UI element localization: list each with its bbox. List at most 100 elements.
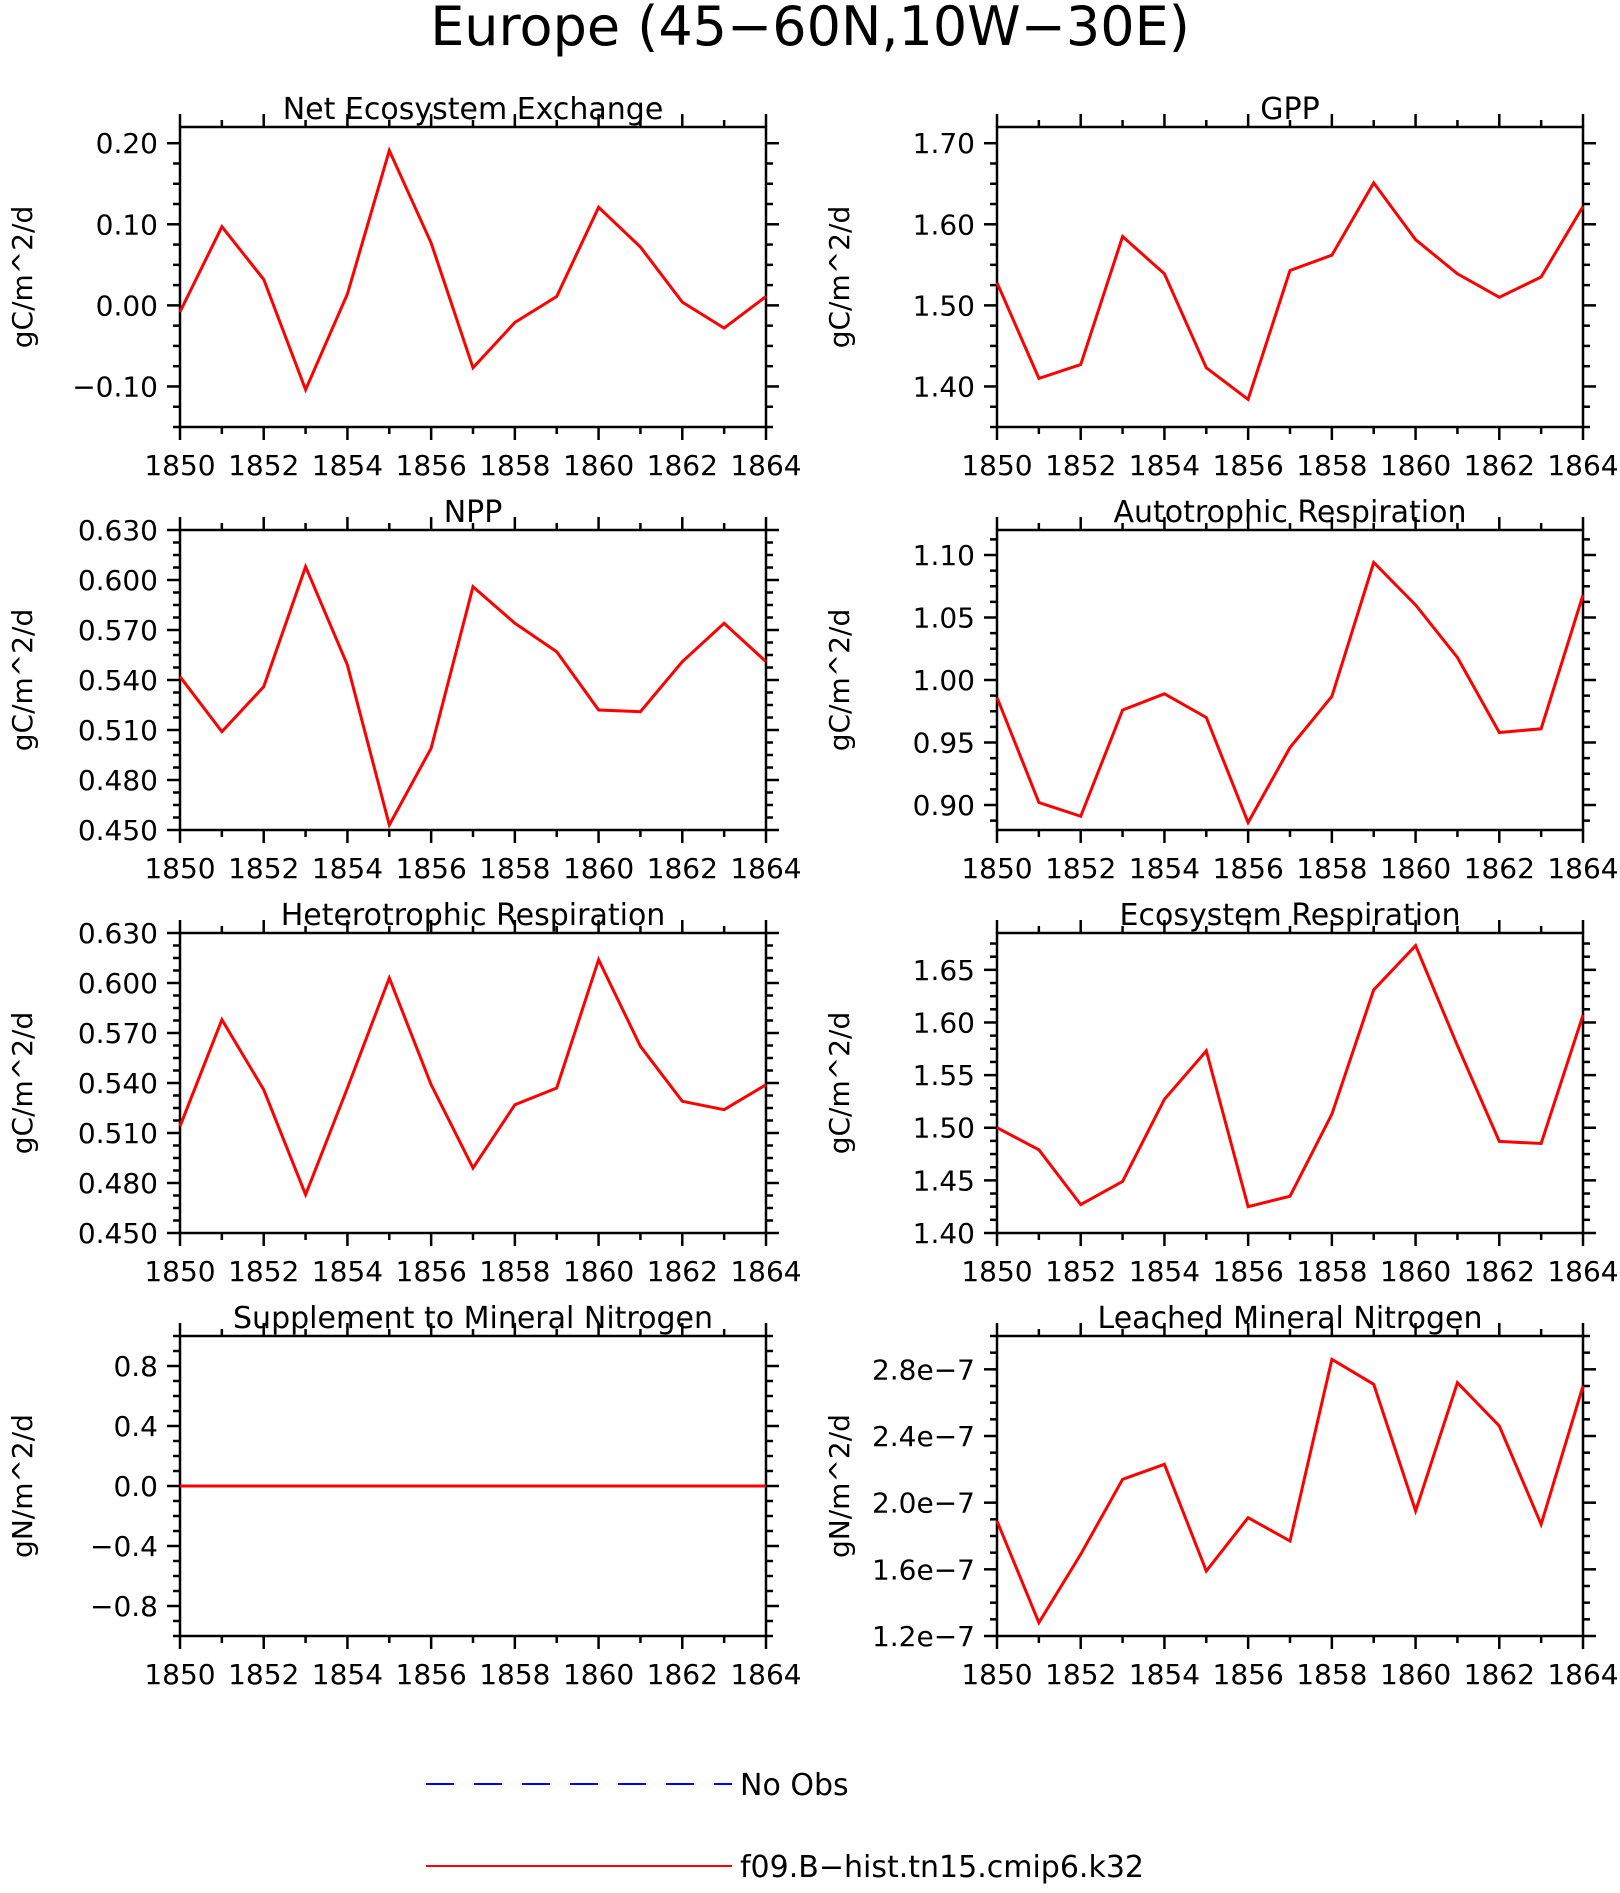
- figure-title: Europe (45−60N,10W−30E): [430, 0, 1190, 58]
- y-tick-label: 0.600: [78, 564, 158, 597]
- legend-label-model: f09.B−hist.tn15.cmip6.k32: [740, 1850, 1144, 1885]
- x-tick-label: 1852: [228, 1255, 299, 1288]
- x-tick-label: 1856: [1213, 1658, 1284, 1691]
- plot-frame: [995, 931, 1585, 1235]
- y-tick-label: 0.20: [96, 127, 158, 160]
- x-tick-label: 1854: [1129, 852, 1200, 885]
- y-tick-label: 0.510: [78, 714, 158, 747]
- x-tick-label: 1852: [228, 852, 299, 885]
- y-axis-label: gC/m^2/d: [6, 609, 39, 752]
- x-tick-label: 1862: [1464, 449, 1535, 482]
- plot-frame: [995, 1334, 1585, 1638]
- x-tick-label: 1854: [1129, 1255, 1200, 1288]
- series-line-model: [178, 955, 767, 1199]
- x-tick-label: 1856: [396, 1255, 467, 1288]
- x-tick-label: 1856: [396, 852, 467, 885]
- y-tick-label: 0.510: [78, 1117, 158, 1150]
- y-tick-label: 2.0e−7: [872, 1487, 975, 1520]
- y-tick-label: 1.00: [913, 664, 975, 697]
- x-tick-label: 1858: [479, 1255, 550, 1288]
- y-axis-label: gC/m^2/d: [823, 206, 856, 349]
- x-tick-label: 1860: [563, 1658, 634, 1691]
- y-tick-label: 1.60: [913, 1006, 975, 1039]
- x-tick-label: 1862: [647, 852, 718, 885]
- y-tick-label: 2.4e−7: [872, 1420, 975, 1453]
- y-tick-label: 1.6e−7: [872, 1553, 975, 1586]
- y-tick-label: 1.10: [913, 539, 975, 572]
- x-tick-label: 1864: [1547, 852, 1618, 885]
- y-tick-label: 0.10: [96, 208, 158, 241]
- y-tick-label: 1.60: [913, 208, 975, 241]
- y-tick-label: 2.8e−7: [872, 1353, 975, 1386]
- y-tick-label: 0.540: [78, 664, 158, 697]
- y-tick-label: 1.65: [913, 954, 975, 987]
- y-tick-label: −0.8: [90, 1590, 158, 1623]
- y-tick-label: 0.00: [96, 289, 158, 322]
- y-axis-label: gC/m^2/d: [823, 609, 856, 752]
- x-tick-label: 1858: [479, 1658, 550, 1691]
- x-tick-label: 1854: [1129, 1658, 1200, 1691]
- plot-frame: [995, 528, 1585, 832]
- x-tick-label: 1862: [1464, 852, 1535, 885]
- x-tick-label: 1864: [1547, 1658, 1618, 1691]
- y-tick-label: −0.4: [90, 1530, 158, 1563]
- x-tick-label: 1858: [479, 449, 550, 482]
- plot-frame: [178, 125, 768, 429]
- x-tick-label: 1856: [396, 1658, 467, 1691]
- panel-7: Supplement to Mineral NitrogengN/m^2/d18…: [6, 1301, 802, 1691]
- x-tick-label: 1850: [144, 1658, 215, 1691]
- y-tick-label: 1.50: [913, 1112, 975, 1145]
- y-tick-label: 1.05: [913, 602, 975, 635]
- x-tick-label: 1862: [1464, 1658, 1535, 1691]
- y-tick-label: 0.570: [78, 614, 158, 647]
- x-tick-label: 1854: [312, 1255, 383, 1288]
- x-tick-label: 1860: [1380, 1255, 1451, 1288]
- x-tick-label: 1856: [396, 449, 467, 482]
- x-tick-label: 1864: [1547, 1255, 1618, 1288]
- y-tick-label: 0.630: [78, 917, 158, 950]
- x-tick-label: 1852: [1045, 1255, 1116, 1288]
- y-tick-label: 0.570: [78, 1017, 158, 1050]
- plot-frame: [178, 931, 768, 1235]
- x-tick-label: 1850: [144, 449, 215, 482]
- y-tick-label: 0.450: [78, 1217, 158, 1250]
- y-axis-label: gC/m^2/d: [6, 1012, 39, 1155]
- x-tick-label: 1858: [1296, 1658, 1367, 1691]
- series-line-model: [995, 180, 1585, 402]
- y-tick-label: 0.480: [78, 1167, 158, 1200]
- x-tick-label: 1850: [144, 1255, 215, 1288]
- x-tick-label: 1862: [647, 1658, 718, 1691]
- plot-frame: [995, 125, 1585, 429]
- x-tick-label: 1860: [1380, 1658, 1451, 1691]
- series-line-model: [178, 146, 767, 394]
- y-tick-label: 0.8: [113, 1350, 158, 1383]
- x-tick-label: 1864: [730, 449, 801, 482]
- x-tick-label: 1858: [479, 852, 550, 885]
- y-tick-label: 1.40: [913, 370, 975, 403]
- legend: No Obs f09.B−hist.tn15.cmip6.k32: [426, 1768, 1144, 1885]
- x-tick-label: 1854: [312, 852, 383, 885]
- x-tick-label: 1862: [647, 449, 718, 482]
- y-tick-label: 0.450: [78, 814, 158, 847]
- x-tick-label: 1850: [961, 1658, 1032, 1691]
- y-tick-label: 0.540: [78, 1067, 158, 1100]
- series-line-model: [995, 1356, 1585, 1627]
- y-tick-label: 1.55: [913, 1059, 975, 1092]
- y-tick-label: 1.40: [913, 1217, 975, 1250]
- x-tick-label: 1850: [961, 852, 1032, 885]
- x-tick-label: 1856: [1213, 852, 1284, 885]
- x-tick-label: 1862: [1464, 1255, 1535, 1288]
- y-tick-label: 1.50: [913, 289, 975, 322]
- x-tick-label: 1864: [1547, 449, 1618, 482]
- legend-label-no-obs: No Obs: [740, 1768, 849, 1803]
- y-tick-label: 1.45: [913, 1164, 975, 1197]
- y-tick-label: 0.90: [913, 789, 975, 822]
- x-tick-label: 1850: [961, 1255, 1032, 1288]
